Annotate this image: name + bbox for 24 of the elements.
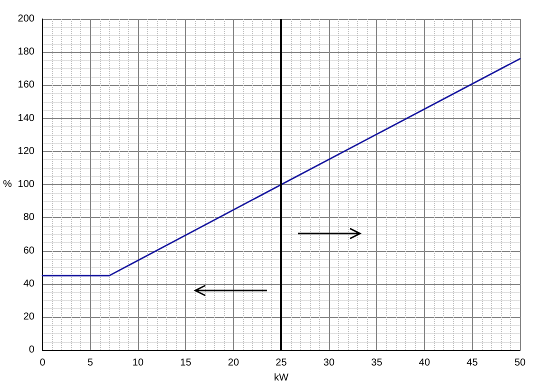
y-tick-label: 40 bbox=[23, 278, 35, 290]
y-tick-label: 20 bbox=[23, 311, 35, 322]
x-tick-label: 40 bbox=[418, 358, 430, 369]
y-tick-label: 180 bbox=[18, 46, 35, 58]
x-tick-label: 5 bbox=[87, 358, 94, 369]
y-tick-label: 60 bbox=[23, 245, 35, 256]
x-axis-title: kW bbox=[274, 372, 290, 384]
y-tick-label: 0 bbox=[28, 344, 35, 356]
y-axis-title: % bbox=[2, 179, 12, 190]
y-tick-label: 200 bbox=[18, 14, 35, 24]
x-tick-label: 30 bbox=[323, 358, 335, 369]
y-tick-label: 80 bbox=[23, 212, 35, 224]
y-tick-label: 160 bbox=[18, 80, 35, 91]
x-tick-label: 50 bbox=[514, 358, 526, 369]
x-tick-label: 10 bbox=[132, 358, 144, 369]
y-tick-label: 120 bbox=[18, 146, 35, 157]
x-tick-label: 35 bbox=[371, 358, 383, 369]
x-tick-label: 20 bbox=[228, 358, 240, 369]
y-tick-label: 140 bbox=[18, 112, 35, 124]
y-tick-label: 100 bbox=[18, 179, 35, 190]
x-tick-label: 15 bbox=[180, 358, 192, 369]
x-tick-label: 45 bbox=[466, 358, 478, 369]
x-tick-label: 0 bbox=[40, 358, 46, 369]
x-tick-label: 25 bbox=[276, 358, 288, 369]
